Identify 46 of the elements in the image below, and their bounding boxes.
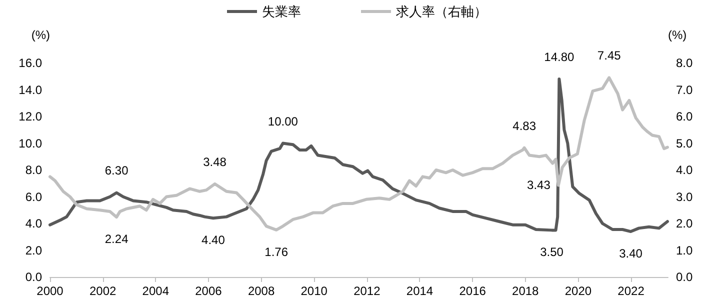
y2-tick-label: 6.0 — [676, 110, 694, 124]
y-tick-label: 6.0 — [25, 190, 42, 204]
x-tick-label: 2020 — [564, 284, 592, 298]
data-label: 10.00 — [268, 114, 298, 128]
y2-tick-label: 8.0 — [676, 56, 694, 70]
data-label: 4.40 — [202, 233, 226, 248]
y2-tick-label: 1.0 — [676, 243, 694, 258]
data-label: 14.80 — [544, 50, 575, 64]
y-tick-label: 2.0 — [25, 243, 42, 258]
x-tick-label: 2022 — [618, 284, 645, 298]
x-tick-label: 2002 — [89, 284, 116, 298]
x-tick-label: 2014 — [406, 284, 434, 298]
data-label: 3.48 — [203, 154, 227, 169]
x-tick-label: 2008 — [248, 284, 275, 298]
data-label: 2.24 — [104, 232, 129, 246]
y2-tick-label: 7.0 — [676, 82, 694, 97]
x-tick-label: 2004 — [142, 284, 170, 298]
y2-tick-label: 5.0 — [676, 136, 694, 150]
x-tick-label: 2012 — [354, 284, 381, 298]
y-tick-label: 0.0 — [25, 270, 42, 284]
y2-tick-label: 3.0 — [676, 190, 694, 204]
data-label: 4.83 — [512, 118, 536, 133]
data-label: 3.40 — [619, 246, 643, 261]
y-tick-label: 12.0 — [18, 110, 42, 124]
y-tick-label: 10.0 — [18, 136, 42, 150]
y2-tick-label: 0.0 — [676, 270, 694, 284]
y-axis-title: (%) — [31, 28, 50, 42]
y2-tick-label: 4.0 — [676, 163, 694, 177]
y-tick-label: 16.0 — [18, 56, 42, 70]
data-label: 3.43 — [527, 178, 551, 192]
y-tick-label: 8.0 — [25, 163, 42, 177]
x-tick-label: 2000 — [36, 284, 64, 298]
data-label: 7.45 — [597, 48, 622, 63]
x-tick-label: 2016 — [459, 284, 486, 298]
data-label: 3.50 — [540, 245, 564, 260]
x-tick-label: 2006 — [195, 284, 222, 298]
data-label: 6.30 — [104, 164, 129, 178]
y-tick-label: 4.0 — [25, 216, 42, 230]
legend-label: 失業率 — [262, 4, 301, 19]
y2-axis-title: (%) — [668, 28, 687, 42]
y-tick-label: 14.0 — [18, 82, 42, 97]
y2-tick-label: 2.0 — [676, 216, 694, 230]
data-label: 1.76 — [264, 244, 288, 259]
legend-label: 求人率（右軸） — [396, 4, 487, 19]
x-tick-label: 2018 — [512, 284, 540, 298]
x-tick-label: 2010 — [300, 284, 328, 298]
